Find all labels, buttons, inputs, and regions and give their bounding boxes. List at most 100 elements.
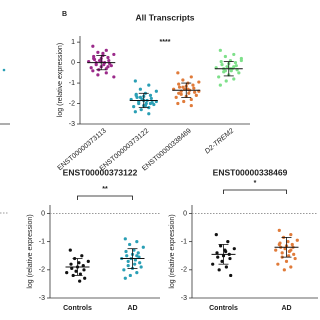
y-tick-label: 0 [41, 210, 45, 217]
data-point [89, 66, 93, 70]
y-tick-label: -1 [69, 80, 75, 87]
x-tick-label: AD [281, 305, 291, 312]
data-point [287, 254, 291, 258]
data-point [133, 110, 137, 114]
data-point [134, 93, 138, 97]
data-point [229, 273, 233, 278]
data-point [177, 91, 181, 95]
data-point [181, 78, 185, 82]
data-point [217, 268, 221, 272]
data-point [224, 249, 228, 254]
chart-title: ENST00000373122 [63, 167, 138, 177]
data-point [141, 245, 145, 249]
data-point [191, 83, 195, 87]
data-point [232, 247, 236, 251]
data-point [176, 71, 180, 75]
data-point [223, 54, 227, 59]
data-point [68, 248, 72, 252]
data-point [218, 48, 222, 52]
data-point [232, 52, 236, 57]
data-point [289, 248, 293, 252]
data-point [91, 69, 95, 73]
data-point [219, 244, 223, 248]
data-point [223, 69, 227, 73]
data-point [274, 248, 278, 252]
y-axis-label: log (relative expression) [27, 214, 34, 288]
data-point [143, 103, 148, 108]
data-point [289, 265, 293, 269]
y-tick-label: 0 [183, 210, 187, 217]
x-tick-label: Controls [63, 305, 92, 312]
data-point [217, 75, 221, 79]
data-point [147, 112, 151, 116]
data-point [94, 63, 98, 67]
y-tick-label: -1 [181, 238, 187, 245]
data-point [135, 254, 139, 258]
y-axis-label: log (relative expression) [169, 214, 176, 288]
y-tick-label: 0 [71, 59, 75, 66]
data-point [179, 92, 183, 96]
data-point [101, 51, 105, 55]
data-point [197, 80, 201, 84]
data-point [225, 65, 229, 69]
data-point [193, 90, 197, 94]
data-point [138, 87, 142, 91]
data-point [138, 95, 142, 99]
data-point [126, 259, 130, 263]
data-point [132, 248, 136, 252]
data-point [220, 63, 224, 67]
chart-title: ENST00000338469 [213, 167, 288, 177]
data-point [149, 96, 153, 101]
data-point [106, 65, 110, 69]
data-point [126, 263, 130, 268]
data-point [132, 105, 136, 109]
data-point [192, 86, 196, 90]
data-point [181, 85, 185, 89]
data-point [284, 259, 289, 263]
significance: * [254, 180, 257, 187]
data-point [109, 64, 113, 68]
y-tick-label: -2 [69, 100, 75, 107]
chart-title: All Transcripts [135, 12, 194, 22]
data-point [80, 254, 84, 258]
data-point [147, 83, 151, 87]
data-point [152, 102, 156, 107]
data-point [136, 251, 140, 255]
data-point [277, 228, 281, 232]
data-point [124, 249, 128, 254]
data-point [216, 255, 220, 259]
data-point [154, 89, 158, 93]
data-point [81, 263, 85, 268]
data-point [187, 91, 191, 95]
significance: **** [160, 39, 171, 46]
data-point [237, 71, 241, 75]
data-point [276, 262, 280, 266]
data-point [174, 95, 178, 99]
data-point [70, 266, 74, 271]
cropped-point [2, 68, 6, 72]
y-tick-label: 1 [71, 39, 75, 46]
y-tick-label: -1 [39, 238, 45, 245]
data-point [106, 55, 110, 60]
data-point [133, 262, 137, 266]
data-point [139, 108, 143, 112]
data-point [289, 232, 293, 237]
data-point [233, 61, 238, 65]
data-point [107, 58, 111, 63]
data-point [91, 44, 95, 48]
data-point [286, 240, 290, 244]
y-tick-label: -3 [39, 295, 45, 302]
data-point [293, 256, 297, 261]
data-point [232, 77, 236, 81]
data-point [277, 242, 281, 247]
y-tick-label: -2 [181, 267, 187, 274]
data-point [78, 272, 82, 276]
data-point [82, 268, 86, 272]
y-axis-label: log (relative expression) [57, 43, 64, 117]
data-point [133, 79, 137, 83]
data-point [226, 240, 230, 244]
data-point [92, 56, 96, 61]
significance-bracket [77, 195, 133, 200]
data-point [282, 268, 286, 272]
